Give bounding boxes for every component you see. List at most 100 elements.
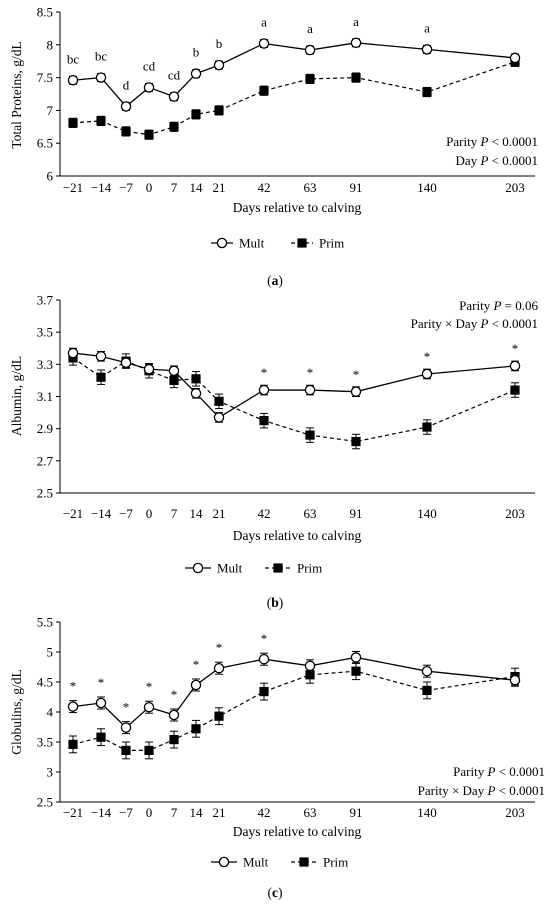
- point-mult: [120, 101, 132, 112]
- legend-marker-prim: [273, 563, 283, 573]
- point-prim: [169, 375, 179, 386]
- point-prim: [422, 422, 432, 432]
- panel-paren-open: (: [267, 273, 272, 288]
- x-tick-label: 21: [213, 506, 226, 521]
- point-mult: [120, 722, 132, 733]
- point-prim: [191, 374, 201, 384]
- legend: Mult Prim: [185, 561, 322, 576]
- x-tick-label: −14: [91, 805, 112, 820]
- x-tick-label: 42: [258, 180, 271, 195]
- point-mult: [67, 74, 79, 86]
- stat-value: < 0.0001: [488, 316, 538, 331]
- panel-paren-open: (: [268, 885, 273, 900]
- point-prim: [305, 74, 315, 84]
- point-mult: [350, 386, 362, 397]
- x-tick-label: 140: [417, 180, 437, 195]
- point-mult: [95, 351, 107, 362]
- point-prim: [422, 685, 432, 695]
- stat-annotation: Parity P < 0.0001: [446, 134, 538, 149]
- x-tick-label: 21: [213, 180, 226, 195]
- y-tick-label: 3.5: [37, 325, 53, 340]
- significance-star: *: [123, 700, 130, 715]
- point-mult: [258, 653, 270, 665]
- x-tick-label: 42: [258, 805, 271, 820]
- stat-p: P: [486, 783, 495, 798]
- x-axis-title: Days relative to calving: [233, 824, 362, 839]
- x-tick-label: 91: [350, 805, 363, 820]
- point-mult: [213, 412, 225, 423]
- panel-paren-open: (: [267, 595, 272, 610]
- legend-marker-mult: [218, 856, 230, 868]
- significance-star: *: [512, 341, 519, 356]
- stat-term: Parity: [453, 764, 487, 779]
- significance-star: *: [146, 679, 153, 694]
- x-axis-title: Days relative to calving: [233, 528, 362, 543]
- point-mult: [509, 360, 521, 372]
- significance-star: *: [307, 365, 314, 380]
- y-tick-label: 2.5: [37, 486, 53, 501]
- point-mult: [190, 68, 202, 79]
- y-tick-label: 3.1: [37, 389, 53, 404]
- x-tick-label: 21: [213, 805, 226, 820]
- y-tick-label: 5.5: [37, 615, 53, 630]
- legend-label-mult: Mult: [239, 236, 265, 251]
- x-tick-label: 0: [146, 805, 153, 820]
- significance-star: *: [70, 679, 77, 694]
- significance-star: *: [216, 640, 223, 655]
- stat-term: Parity: [459, 298, 493, 313]
- point-prim: [68, 118, 78, 128]
- stat-annotation: Parity P < 0.0001: [453, 764, 545, 779]
- y-tick-label: 8.5: [37, 5, 53, 20]
- point-prim: [351, 666, 361, 676]
- series-line-prim: [72, 61, 516, 136]
- x-tick-label: 63: [304, 506, 317, 521]
- chart-b: 2.5 2.7 2.9 3.1 3.3 3.5 3.7 −21 −14 −7 0 7 14 21 42 63 9…: [9, 293, 538, 611]
- x-tick-label: 14: [190, 805, 204, 820]
- y-tick-label: 7: [47, 103, 54, 118]
- point-mult: [509, 52, 521, 64]
- stat-annotation: Parity × Day P < 0.0001: [418, 783, 545, 798]
- stat-value: < 0.0001: [488, 134, 538, 149]
- panel-paren-close: ): [279, 595, 284, 610]
- y-tick-label: 8: [47, 37, 54, 52]
- x-tick-label: 91: [350, 180, 363, 195]
- point-mult: [120, 357, 132, 368]
- point-mult: [350, 37, 362, 49]
- x-tick-label: −21: [63, 180, 83, 195]
- significance-letter: a: [307, 21, 313, 36]
- stat-p: P: [479, 134, 488, 149]
- stat-p: P: [486, 764, 495, 779]
- point-mult: [258, 38, 270, 49]
- y-tick-label: 2.9: [37, 421, 53, 436]
- point-mult: [190, 388, 202, 399]
- panel-letter: c: [272, 885, 278, 900]
- x-tick-label: 42: [258, 506, 271, 521]
- point-prim: [259, 86, 269, 96]
- x-tick-label: 7: [171, 506, 178, 521]
- point-mult: [67, 701, 79, 712]
- x-tick-label: 7: [171, 180, 178, 195]
- significance-star: *: [171, 687, 178, 702]
- legend-marker-prim: [299, 857, 309, 867]
- point-mult: [143, 701, 155, 713]
- point-mult: [304, 660, 316, 672]
- stat-term: Parity × Day: [411, 316, 481, 331]
- point-prim: [259, 416, 269, 426]
- stat-p: P: [492, 298, 501, 313]
- point-prim: [214, 105, 224, 115]
- point-prim: [214, 711, 224, 721]
- x-axis-title: Days relative to calving: [233, 200, 362, 215]
- y-tick-label: 5: [47, 645, 54, 660]
- chart-a: 6 6.5 7 7.5 8 8.5 −21 −14 −7 0 7 14 21 42 63 91 140 203 Da…: [9, 5, 538, 289]
- point-mult: [168, 709, 180, 721]
- stat-annotation: Day P < 0.0001: [456, 153, 538, 168]
- significance-letter: a: [353, 14, 359, 29]
- x-tick-label: 203: [505, 180, 525, 195]
- point-prim: [96, 732, 106, 742]
- significance-letter: cd: [168, 68, 181, 83]
- x-tick-label: 14: [190, 506, 204, 521]
- point-mult: [304, 44, 316, 56]
- series-line-mult: [72, 352, 516, 419]
- legend-marker-prim: [297, 238, 307, 248]
- stat-value: < 0.0001: [495, 764, 545, 779]
